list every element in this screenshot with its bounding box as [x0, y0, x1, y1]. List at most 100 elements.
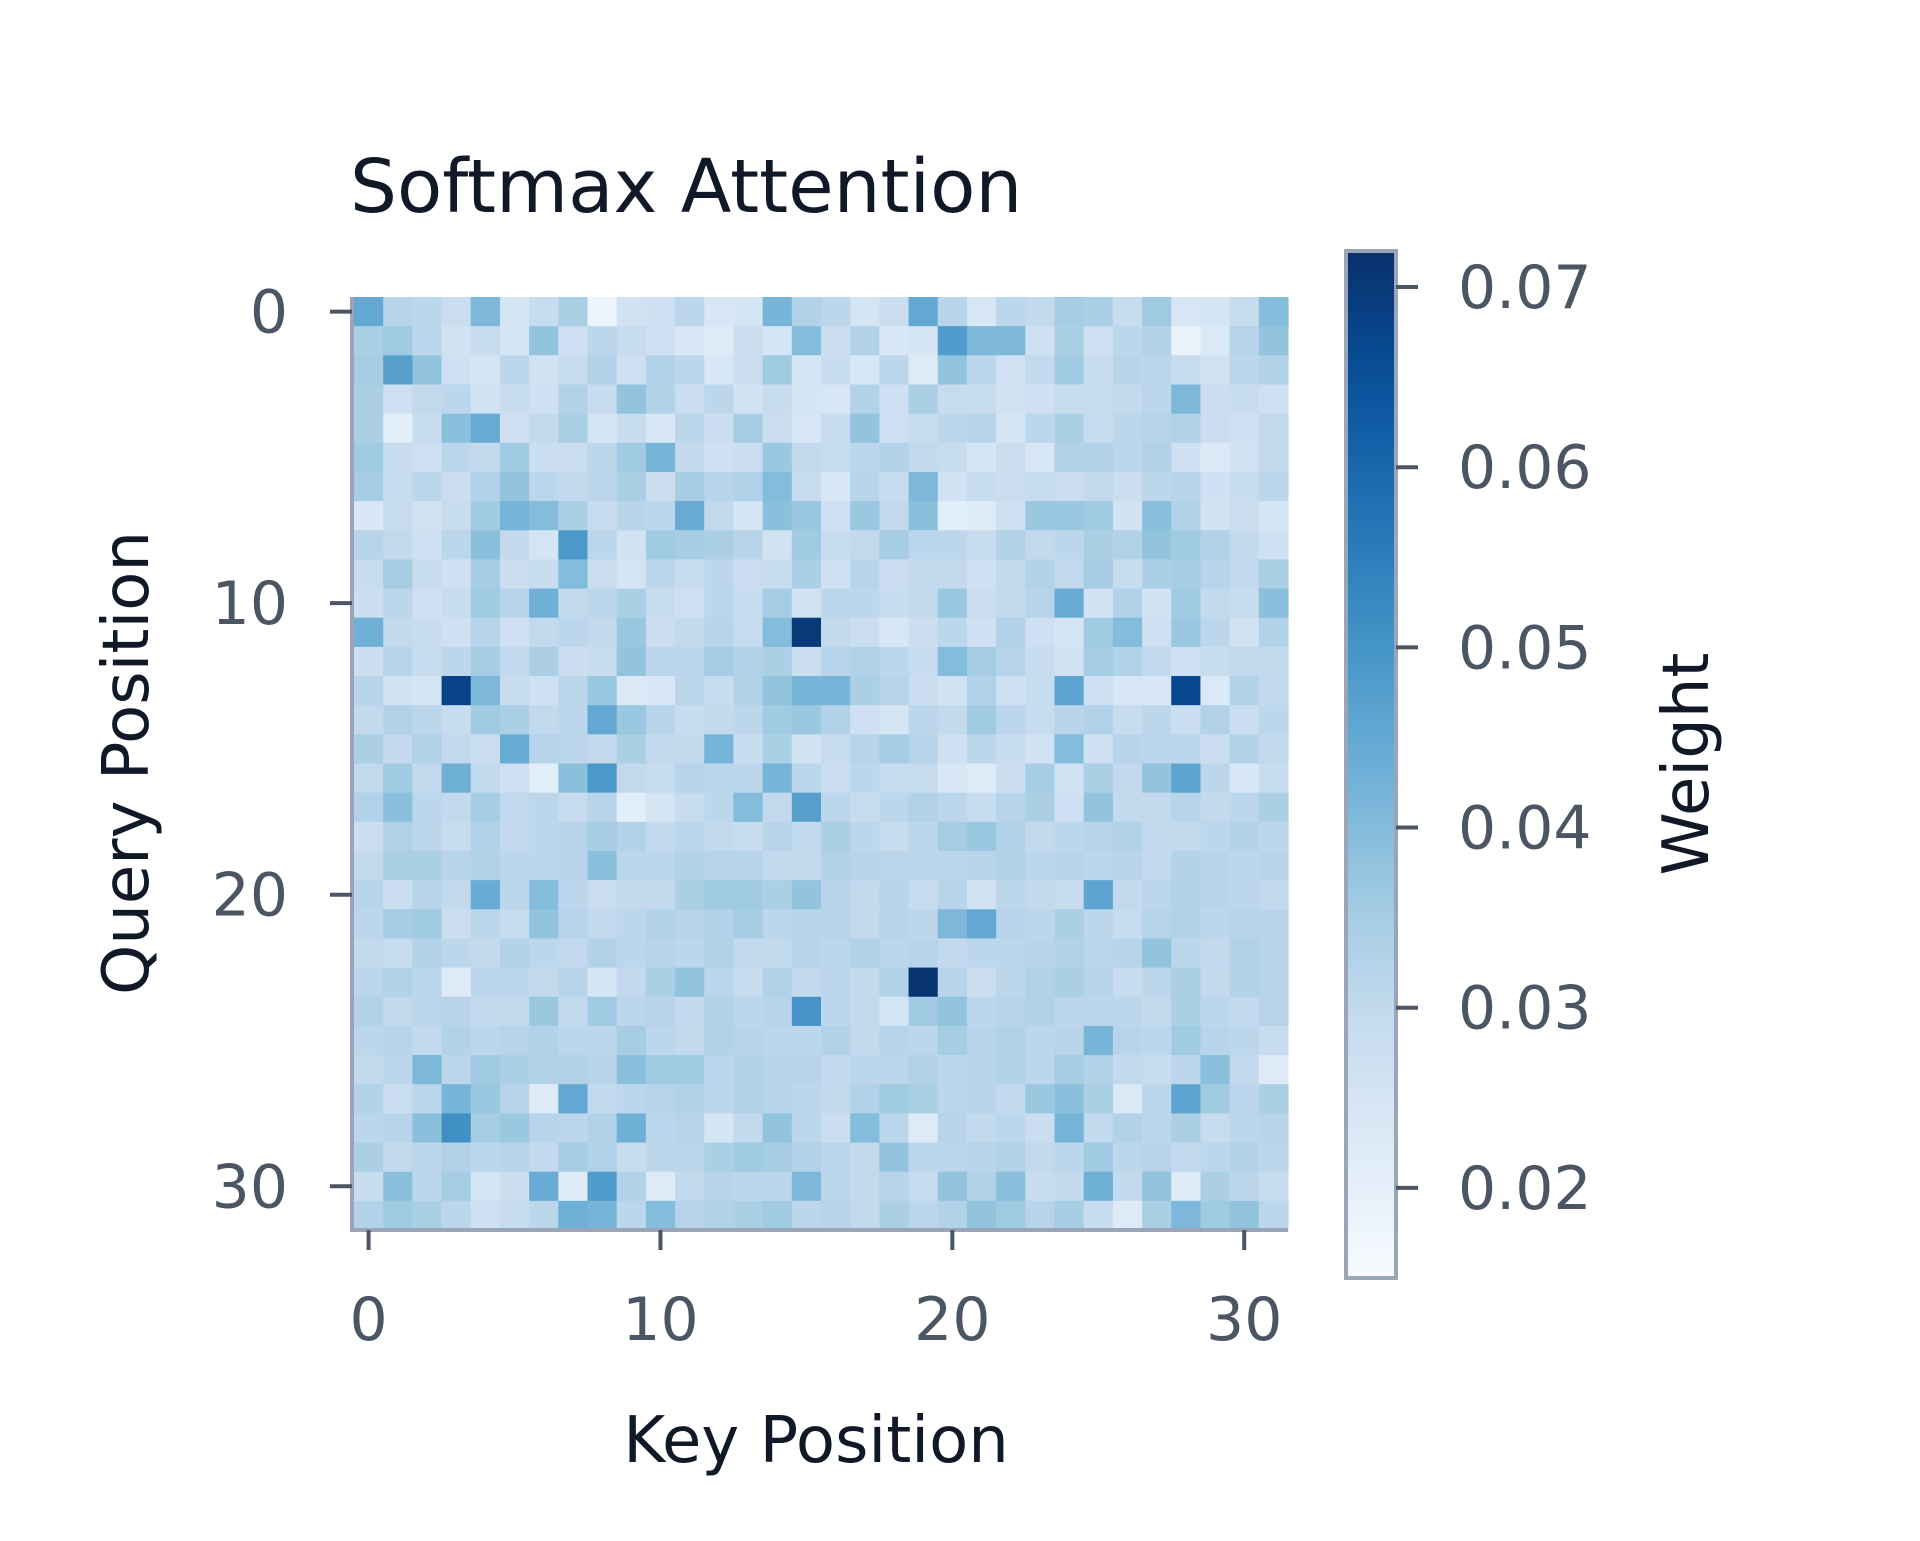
heatmap-cell	[675, 413, 705, 444]
heatmap-cell	[1171, 326, 1202, 356]
heatmap-cell	[441, 588, 472, 619]
heatmap-cell	[675, 442, 705, 473]
heatmap-cell	[1229, 413, 1260, 444]
heatmap-cell	[791, 967, 822, 998]
heatmap-cell	[529, 821, 559, 852]
heatmap-cell	[383, 938, 413, 969]
heatmap-cell	[470, 996, 501, 1027]
heatmap-cell	[879, 1142, 910, 1173]
heatmap-cell	[996, 297, 1026, 327]
heatmap-cell	[587, 792, 618, 823]
heatmap-cell	[499, 763, 530, 794]
heatmap-cell	[966, 763, 997, 794]
heatmap-cell	[850, 967, 880, 998]
heatmap-cell	[1083, 588, 1114, 619]
heatmap-cell	[675, 909, 705, 940]
heatmap-cell	[1112, 413, 1143, 444]
heatmap-cell	[879, 850, 910, 881]
heatmap-cell	[645, 1113, 676, 1144]
heatmap-cell	[529, 442, 559, 473]
heatmap-cell	[704, 471, 735, 502]
heatmap-cell	[470, 676, 501, 706]
heatmap-cell	[937, 676, 968, 706]
heatmap-cell	[499, 326, 530, 356]
heatmap-cell	[675, 530, 705, 561]
heatmap-cell	[1054, 530, 1085, 561]
heatmap-cell	[412, 326, 443, 356]
heatmap-cell	[704, 850, 735, 881]
heatmap-cell	[383, 413, 413, 444]
heatmap-cell	[1025, 1025, 1056, 1056]
heatmap-cell	[675, 996, 705, 1027]
heatmap-cell	[1258, 326, 1289, 356]
heatmap-cell	[1171, 297, 1202, 327]
heatmap-cell	[1229, 1025, 1260, 1056]
heatmap-cell	[470, 442, 501, 473]
heatmap-cell	[821, 763, 851, 794]
heatmap-cell	[704, 617, 735, 648]
heatmap-cell	[762, 821, 793, 852]
heatmap-cell	[733, 792, 764, 823]
heatmap-cell	[908, 501, 939, 531]
heatmap-cell	[1258, 1171, 1289, 1202]
heatmap-cell	[908, 530, 939, 561]
heatmap-cell	[1200, 355, 1231, 386]
heatmap-cell	[1229, 355, 1260, 386]
heatmap-cell	[1025, 996, 1056, 1027]
heatmap-cell	[762, 850, 793, 881]
heatmap-cell	[529, 880, 559, 910]
heatmap-cell	[354, 413, 384, 444]
heatmap-cell	[937, 297, 968, 327]
heatmap-cell	[412, 1113, 443, 1144]
heatmap-cell	[558, 792, 589, 823]
heatmap-cell	[1142, 676, 1172, 706]
heatmap-cell	[908, 705, 939, 735]
heatmap-cell	[1171, 1200, 1202, 1231]
heatmap-cell	[1025, 617, 1056, 648]
heatmap-cell	[908, 1055, 939, 1085]
heatmap-cell	[791, 326, 822, 356]
heatmap-cell	[850, 471, 880, 502]
heatmap-cell	[1054, 821, 1085, 852]
heatmap-cell	[733, 326, 764, 356]
heatmap-cell	[1171, 880, 1202, 910]
heatmap-cell	[1112, 821, 1143, 852]
heatmap-cell	[1171, 1055, 1202, 1085]
heatmap-cell	[1171, 676, 1202, 706]
heatmap-cell	[529, 559, 559, 590]
heatmap-cell	[441, 442, 472, 473]
heatmap-cell	[1200, 442, 1231, 473]
heatmap-cell	[704, 442, 735, 473]
heatmap-cell	[529, 676, 559, 706]
heatmap-cell	[733, 297, 764, 327]
heatmap-cell	[529, 850, 559, 881]
heatmap-cell	[412, 617, 443, 648]
heatmap-cell	[791, 909, 822, 940]
heatmap-cell	[470, 559, 501, 590]
heatmap-cell	[879, 588, 910, 619]
heatmap-cell	[1054, 297, 1085, 327]
heatmap-cell	[616, 355, 647, 386]
heatmap-cell	[1142, 1084, 1172, 1114]
heatmap-cell	[383, 355, 413, 386]
heatmap-cell	[1083, 1025, 1114, 1056]
heatmap-cell	[908, 413, 939, 444]
heatmap-cell	[1112, 501, 1143, 531]
heatmap-cell	[996, 909, 1026, 940]
heatmap-cell	[1171, 938, 1202, 969]
heatmap-cell	[879, 705, 910, 735]
heatmap-cell	[1171, 501, 1202, 531]
heatmap-cell	[587, 880, 618, 910]
heatmap-cell	[616, 938, 647, 969]
heatmap-cell	[704, 530, 735, 561]
heatmap-cell	[762, 705, 793, 735]
heatmap-cell	[1200, 297, 1231, 327]
heatmap-cell	[821, 705, 851, 735]
heatmap-cell	[616, 588, 647, 619]
heatmap-cell	[704, 1200, 735, 1231]
heatmap-cell	[1142, 1113, 1172, 1144]
heatmap-cell	[791, 1084, 822, 1114]
heatmap-cell	[1142, 530, 1172, 561]
heatmap-cell	[499, 676, 530, 706]
heatmap-cell	[821, 996, 851, 1027]
